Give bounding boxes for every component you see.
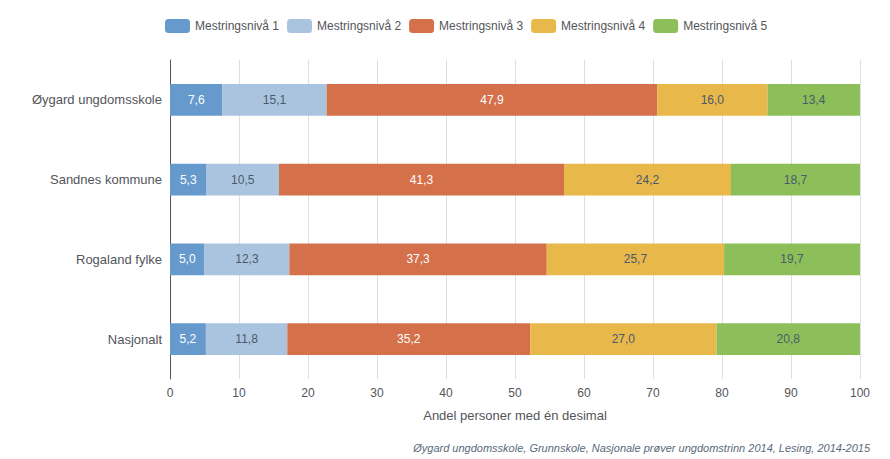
svg-text:10: 10 [232,386,246,400]
svg-text:10,5: 10,5 [231,173,255,187]
svg-text:50: 50 [508,386,522,400]
svg-text:Rogaland fylke: Rogaland fylke [76,252,162,267]
svg-text:70: 70 [646,386,660,400]
svg-text:5,0: 5,0 [179,252,196,266]
svg-text:5,2: 5,2 [180,332,197,346]
svg-text:24,2: 24,2 [636,173,660,187]
svg-text:47,9: 47,9 [480,93,504,107]
svg-text:Sandnes kommune: Sandnes kommune [50,172,162,187]
svg-text:100: 100 [850,386,870,400]
svg-text:15,1: 15,1 [263,93,287,107]
svg-text:7,6: 7,6 [188,93,205,107]
svg-text:25,7: 25,7 [624,252,648,266]
svg-text:Andel personer med én desimal: Andel personer med én desimal [423,408,607,423]
svg-text:Øygard ungdomsskole, Grunnskol: Øygard ungdomsskole, Grunnskole, Nasjona… [412,442,871,454]
svg-text:19,7: 19,7 [780,252,804,266]
svg-text:37,3: 37,3 [406,252,430,266]
svg-text:12,3: 12,3 [235,252,259,266]
svg-text:20,8: 20,8 [777,332,801,346]
svg-text:Øygard ungdomsskole: Øygard ungdomsskole [32,92,162,107]
svg-text:Nasjonalt: Nasjonalt [108,332,163,347]
svg-text:Mestringsnivå 1: Mestringsnivå 1 [195,19,279,33]
svg-text:Mestringsnivå 2: Mestringsnivå 2 [317,19,401,33]
svg-text:Mestringsnivå 5: Mestringsnivå 5 [683,19,767,33]
svg-text:40: 40 [439,386,453,400]
svg-text:80: 80 [715,386,729,400]
svg-text:0: 0 [167,386,174,400]
svg-text:18,7: 18,7 [784,173,808,187]
svg-text:20: 20 [301,386,315,400]
svg-text:90: 90 [784,386,798,400]
svg-text:Mestringsnivå 4: Mestringsnivå 4 [561,19,645,33]
svg-text:35,2: 35,2 [397,332,421,346]
svg-text:5,3: 5,3 [180,173,197,187]
svg-text:30: 30 [370,386,384,400]
svg-text:16,0: 16,0 [701,93,725,107]
svg-text:Mestringsnivå 3: Mestringsnivå 3 [439,19,523,33]
svg-text:60: 60 [577,386,591,400]
svg-text:13,4: 13,4 [802,93,826,107]
svg-text:11,8: 11,8 [235,332,258,346]
svg-text:41,3: 41,3 [410,173,434,187]
svg-text:27,0: 27,0 [612,332,636,346]
